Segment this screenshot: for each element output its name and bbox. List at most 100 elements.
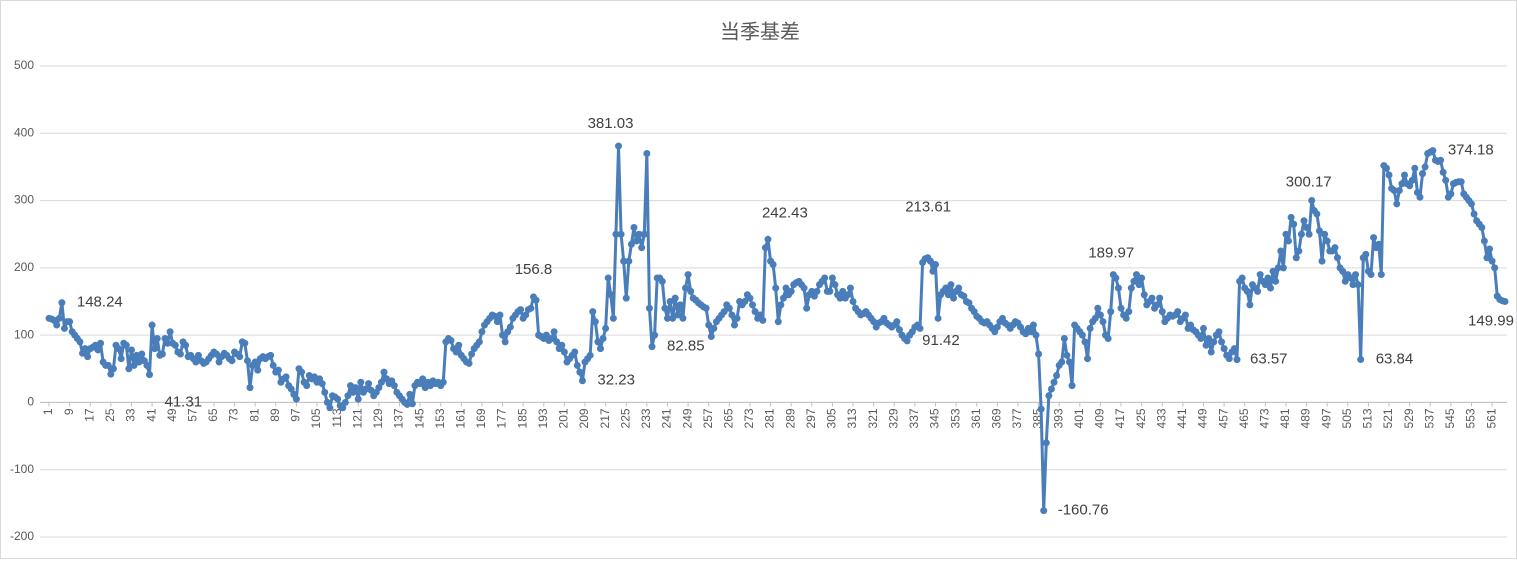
data-point — [97, 339, 105, 347]
x-tick-label: 433 — [1154, 408, 1168, 428]
chart-title: 当季基差 — [720, 20, 800, 44]
data-point — [627, 240, 635, 248]
data-point — [931, 260, 939, 268]
data-point — [643, 149, 651, 157]
data-point — [733, 314, 741, 322]
data-point — [1174, 308, 1182, 316]
data-point — [604, 274, 612, 282]
x-tick-label: 505 — [1340, 408, 1354, 428]
data-point — [929, 267, 937, 275]
data-point — [390, 382, 398, 390]
data-point — [1266, 284, 1274, 292]
y-tick-label: 500 — [14, 58, 34, 72]
data-point — [1488, 257, 1496, 265]
x-tick-label: 257 — [701, 408, 715, 428]
data-point — [831, 281, 839, 289]
data-point — [1395, 186, 1403, 194]
x-tick-label: 457 — [1216, 408, 1230, 428]
data-point — [176, 350, 184, 358]
data-point — [125, 365, 133, 373]
data-point — [403, 400, 411, 408]
data-point — [1269, 267, 1277, 275]
data-point — [1205, 335, 1213, 343]
data-point — [522, 311, 530, 319]
data-point — [1112, 274, 1120, 282]
data-label: 41.31 — [165, 394, 203, 411]
data-point — [1287, 213, 1295, 221]
data-point — [1233, 356, 1241, 364]
data-label: 374.18 — [1448, 142, 1494, 159]
data-point — [1408, 176, 1416, 184]
data-point — [267, 351, 275, 359]
data-point — [630, 223, 638, 231]
data-point — [127, 346, 135, 354]
data-point — [241, 339, 249, 347]
data-point — [661, 304, 669, 312]
data-point — [1292, 254, 1300, 262]
data-point — [146, 371, 154, 379]
data-point — [1063, 351, 1071, 359]
data-point — [1107, 308, 1115, 316]
data-point — [1114, 284, 1122, 292]
data-point — [1042, 439, 1050, 447]
data-point — [1130, 277, 1138, 285]
y-tick-label: 0 — [27, 395, 34, 409]
data-point — [527, 304, 535, 312]
data-point — [893, 318, 901, 326]
data-label: 63.84 — [1376, 350, 1414, 367]
x-tick-label: 361 — [969, 408, 983, 428]
data-point — [1377, 271, 1385, 279]
data-point — [1218, 338, 1226, 346]
chart-area — [0, 0, 1517, 559]
data-point — [615, 142, 623, 150]
data-point — [560, 348, 568, 356]
data-point — [916, 324, 924, 332]
data-point — [1321, 230, 1329, 238]
data-point — [321, 388, 329, 396]
data-point — [339, 404, 347, 412]
data-label: 148.24 — [77, 294, 123, 311]
data-point — [599, 335, 607, 343]
x-tick-label: 89 — [268, 408, 282, 422]
data-point — [1375, 240, 1383, 248]
data-point — [408, 400, 416, 408]
data-point — [447, 337, 455, 345]
x-tick-label: 145 — [412, 408, 426, 428]
x-tick-label: 313 — [845, 408, 859, 428]
data-point — [1411, 164, 1419, 172]
data-point — [1261, 281, 1269, 289]
data-point — [947, 281, 955, 289]
data-point — [153, 335, 161, 343]
data-point — [813, 287, 821, 295]
x-tick-label: 73 — [227, 408, 241, 422]
data-point — [944, 291, 952, 299]
data-point — [1421, 163, 1429, 171]
data-point — [1264, 274, 1272, 282]
data-point — [728, 311, 736, 319]
data-point — [274, 366, 282, 374]
data-point — [787, 287, 795, 295]
data-point — [751, 308, 759, 316]
data-point — [803, 304, 811, 312]
data-point — [143, 361, 151, 369]
x-tick-label: 185 — [515, 408, 529, 428]
data-point — [1127, 284, 1135, 292]
data-point — [164, 339, 172, 347]
data-point — [586, 351, 594, 359]
data-point — [1349, 281, 1357, 289]
data-point — [377, 378, 385, 386]
data-point — [761, 244, 769, 252]
data-point — [1040, 507, 1048, 515]
x-tick-label: 265 — [721, 408, 735, 428]
data-point — [1138, 274, 1146, 282]
data-point — [1199, 324, 1207, 332]
data-point — [1027, 328, 1035, 336]
data-point — [684, 271, 692, 279]
x-tick-label: 225 — [618, 408, 632, 428]
data-point — [756, 311, 764, 319]
data-point — [663, 314, 671, 322]
data-point — [1243, 287, 1251, 295]
data-point — [1037, 405, 1045, 413]
data-point — [576, 368, 584, 376]
